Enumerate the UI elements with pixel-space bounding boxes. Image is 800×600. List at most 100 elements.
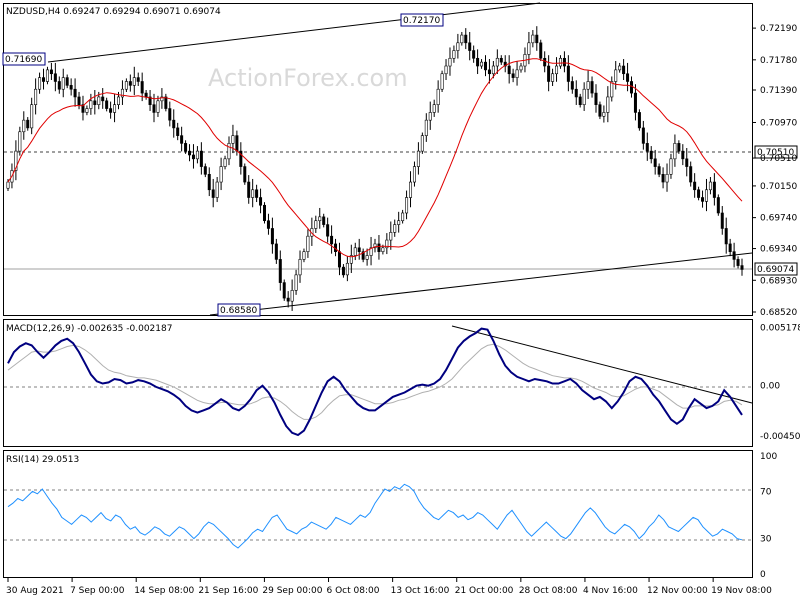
candle-body [247, 181, 251, 198]
candle-body [191, 154, 195, 160]
candle-body [278, 259, 282, 283]
candle-body [369, 247, 373, 256]
candle-body [712, 181, 716, 198]
candle-body [263, 204, 267, 222]
candle-body [716, 197, 720, 214]
candle-body [495, 57, 499, 67]
candle-body [385, 239, 389, 249]
candle-body [555, 65, 559, 75]
candle-body [274, 243, 278, 260]
candle-body [18, 131, 22, 152]
high-label: 0.72170 [400, 13, 444, 27]
candle-body [570, 81, 574, 90]
candle-body [322, 216, 326, 225]
candle-body [373, 243, 377, 249]
candle-body [424, 119, 428, 136]
time-tick-label: 29 Sep 00:00 [262, 586, 322, 596]
candle-body [701, 197, 705, 202]
svg-text:0.71690: 0.71690 [5, 55, 42, 65]
candle-body [630, 81, 634, 94]
candle-body [551, 73, 555, 82]
candle-body [168, 108, 172, 121]
candle-body [602, 112, 606, 117]
price-tick-label: 0.68930 [760, 276, 797, 286]
candle-body [298, 259, 302, 276]
candle-body [156, 100, 160, 113]
candle-body [728, 243, 732, 252]
candle-body [527, 42, 531, 55]
candle-body [34, 88, 38, 105]
candle-body [49, 69, 53, 75]
candle-body [460, 34, 464, 44]
channel-lower-trendline [209, 252, 753, 316]
candle-body [353, 247, 357, 256]
rsi-tick-label: 0 [760, 570, 766, 580]
candle-body [618, 65, 622, 71]
candle-body [673, 143, 677, 160]
time-tick-label: 21 Oct 00:00 [455, 586, 514, 596]
rsi-tick-label: 30 [760, 535, 772, 545]
candle-body [345, 262, 349, 276]
candle-body [160, 96, 164, 102]
candle-body [199, 150, 203, 167]
candle-body [116, 96, 120, 105]
rsi-line [7, 483, 743, 549]
candle-body [697, 189, 701, 198]
candle-body [740, 265, 744, 270]
candle-body [164, 96, 168, 109]
candle-body [81, 104, 85, 113]
candle-body [412, 166, 416, 183]
moving-average-line [7, 58, 743, 258]
rsi-panel [3, 450, 753, 578]
rsi-tick-label: 100 [760, 452, 777, 462]
candle-body [452, 50, 456, 59]
candle-body [724, 228, 728, 245]
price-header: NZDUSD,H4 0.69247 0.69294 0.69071 0.6907… [6, 7, 221, 17]
macd-signal-line [7, 343, 743, 420]
low-label: 0.68580 [217, 303, 261, 317]
candle-body [389, 232, 393, 241]
candle-body [53, 73, 57, 82]
candle-body [259, 197, 263, 206]
candle-body [286, 297, 290, 302]
time-tick-label: 13 Oct 16:00 [391, 586, 450, 596]
time-tick-label: 6 Oct 08:00 [327, 586, 380, 596]
candle-body [61, 77, 65, 90]
candle-body [641, 127, 645, 144]
candle-body [503, 61, 507, 67]
candle-body [85, 108, 89, 113]
candle-body [215, 181, 219, 198]
candle-body [432, 104, 436, 113]
candle-body [42, 77, 46, 82]
dashed-level-axis-label: 0.70510 [754, 145, 798, 159]
candle-body [476, 57, 480, 67]
candle-body [144, 92, 148, 98]
price-axis-ticks: 0.72190 0.71780 0.71390 0.70970 0.70510 0.701… [752, 24, 797, 318]
price-tick-label: 0.69740 [760, 214, 797, 224]
time-tick-label: 30 Aug 2021 [6, 586, 64, 596]
candle-body [101, 96, 105, 102]
candle-body [586, 81, 590, 90]
candle-body [393, 224, 397, 233]
candle-body [180, 135, 184, 144]
time-tick-label: 12 Nov 00:00 [647, 586, 708, 596]
candle-body [562, 57, 566, 67]
candle-body [519, 65, 523, 71]
candle-body [361, 251, 365, 260]
svg-text:0.72170: 0.72170 [403, 16, 440, 26]
candle-body [219, 166, 223, 183]
candle-body [582, 88, 586, 105]
candle-body [176, 127, 180, 136]
candle-body [318, 216, 322, 222]
candle-body [428, 112, 432, 121]
candle-body [330, 235, 334, 245]
candle-body [590, 81, 594, 94]
candle-body [132, 77, 136, 86]
candle-body [211, 189, 215, 198]
candle-body [444, 65, 448, 75]
candle-body [341, 266, 345, 276]
candle-body [326, 224, 330, 237]
candle-body [14, 150, 18, 171]
rsi-tick-label: 70 [760, 487, 772, 497]
candle-body [337, 251, 341, 268]
